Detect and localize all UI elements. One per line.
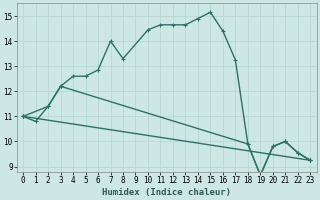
X-axis label: Humidex (Indice chaleur): Humidex (Indice chaleur)	[102, 188, 231, 197]
